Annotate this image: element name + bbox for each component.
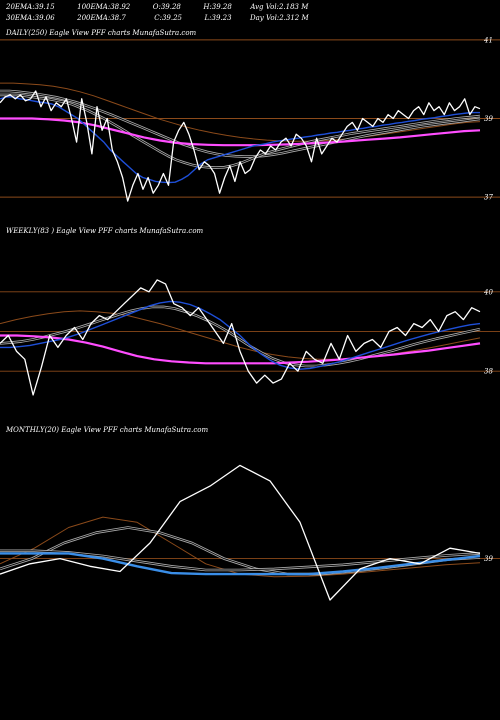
weekly-ema20-line	[0, 300, 481, 370]
monthly-ema50-line-inner	[0, 527, 481, 575]
header-row-1: 20EMA:39.15 100EMA:38.92 O:39.28 H:39.28…	[6, 3, 308, 11]
avg-vol-value: 2.183 M	[278, 3, 309, 11]
avg-vol-label: Avg Vol:	[250, 3, 279, 11]
daily-tick-label-1: 39	[484, 115, 493, 123]
monthly-ema30-line-inner	[0, 550, 481, 571]
ema200-label: 200EMA:	[77, 14, 111, 22]
monthly-ema20-line	[0, 552, 481, 576]
weekly-tick-label-0: 40	[483, 288, 493, 296]
ema30-value: 39.06	[34, 14, 55, 22]
header-row-2: 30EMA:39.06 200EMA:38.7 C:39.25 L:39.23 …	[6, 14, 309, 22]
close-value: 39.25	[161, 14, 183, 22]
day-vol-label: Day Vol:	[250, 14, 280, 22]
daily-panel: 41 39 37	[0, 36, 500, 202]
monthly-panel-label: MONTHLY(20) Eagle View PFF charts Munafa…	[6, 426, 209, 434]
daily-ema50-line-inner	[0, 90, 481, 158]
daily-ema20-line	[0, 96, 480, 184]
monthly-tick-label-0: 39	[484, 555, 493, 563]
ema30-label: 30EMA:	[6, 14, 35, 22]
monthly-ema100-line	[0, 516, 481, 578]
weekly-ema200-line	[0, 334, 481, 365]
high-value: 39.28	[211, 3, 232, 11]
monthly-panel: 39	[0, 464, 500, 601]
close-label: C:	[154, 14, 162, 22]
weekly-panel-label: WEEKLY(83 ) Eagle View PFF charts Munafa…	[6, 227, 204, 235]
day-vol-value: 2.312 M	[279, 14, 309, 22]
daily-price-line	[0, 90, 481, 202]
high-label: H:	[203, 3, 212, 11]
open-value: 39.28	[160, 3, 181, 11]
ema200-value: 38.7	[110, 14, 126, 22]
low-value: 39.23	[211, 14, 232, 22]
daily-tick-label-2: 37	[484, 194, 493, 202]
ema20-value: 39.15	[34, 3, 55, 11]
ema100-label: 100EMA:	[77, 3, 111, 11]
weekly-ema30-line-inner	[0, 306, 481, 367]
open-label: O:	[152, 3, 161, 11]
ema20-label: 20EMA:	[6, 3, 35, 11]
monthly-ema50-line	[0, 526, 481, 576]
low-label: L:	[204, 14, 212, 22]
weekly-tick-label-1: 38	[484, 368, 493, 376]
daily-tick-label-0: 41	[483, 36, 493, 44]
weekly-panel: 40 38	[0, 279, 500, 396]
weekly-price-line	[0, 279, 481, 396]
ema100-value: 38.92	[110, 3, 131, 11]
daily-panel-label: DAILY(250) Eagle View PFF charts MunafaS…	[6, 29, 197, 37]
monthly-price-line	[0, 464, 481, 601]
daily-ema100-line	[0, 82, 481, 142]
daily-ema200-line	[0, 117, 481, 147]
